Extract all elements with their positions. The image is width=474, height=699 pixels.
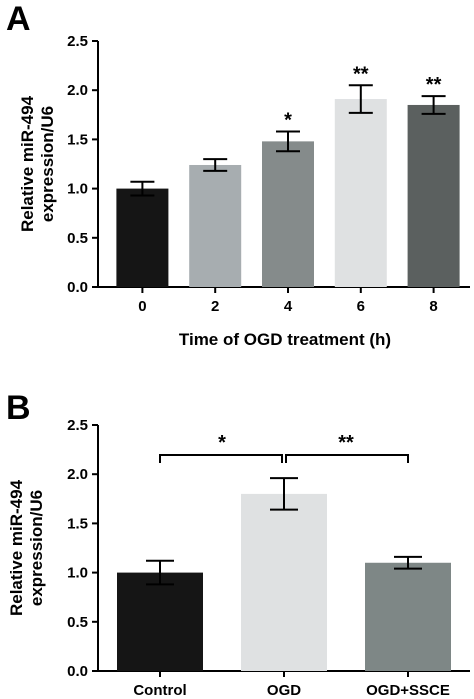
y-tick-label: 2.5 [67, 417, 88, 434]
bar [241, 493, 327, 671]
y-axis-title: Relative miR-494expression/U6 [7, 479, 46, 616]
bar [365, 562, 451, 671]
panel-a-chart: 0.0 0.5 1.0 1.5 2.0 2.5 Relative miR-494expres… [18, 33, 470, 349]
panel-letter-a: A [6, 0, 31, 38]
x-tick-label: 4 [284, 298, 293, 315]
comparison-bracket [285, 454, 409, 463]
panel-b-chart: 0.0 0.5 1.0 1.5 2.0 2.5 Relative miR-494expres… [7, 417, 470, 699]
y-tick-label: 0.5 [67, 230, 88, 247]
y-tick-label: 1.5 [67, 515, 88, 532]
bar [262, 141, 314, 287]
y-tick-label: 1.0 [67, 181, 88, 198]
bar [116, 188, 169, 287]
significance-label: * [284, 110, 292, 132]
y-tick-label: 2.0 [67, 466, 88, 483]
x-tick-label: OGD [267, 682, 301, 699]
bar [117, 572, 203, 671]
comparison-label: ** [338, 432, 354, 454]
x-tick-label: 0 [138, 298, 146, 315]
x-tick-label: 6 [357, 298, 365, 315]
y-tick-label: 2.0 [67, 82, 88, 99]
y-axis-title-line: Relative miR-494 [18, 95, 37, 232]
y-axis-title: Relative miR-494expression/U6 [18, 95, 57, 232]
y-axis-title-line: expression/U6 [38, 106, 57, 222]
bar [407, 104, 460, 288]
y-tick-label: 0.0 [67, 663, 88, 680]
x-tick-label: Control [133, 682, 186, 699]
x-tick-label: 8 [429, 298, 437, 315]
y-tick-label: 2.5 [67, 33, 88, 50]
bar [189, 164, 242, 287]
y-tick-label: 0.5 [67, 614, 88, 631]
panel-letter-b: B [6, 389, 31, 427]
y-axis-title-line: expression/U6 [27, 490, 46, 606]
bar [334, 99, 387, 287]
y-tick-label: 1.5 [67, 131, 88, 148]
significance-label: ** [426, 74, 442, 96]
y-tick-label: 0.0 [67, 279, 88, 296]
x-tick-label: 2 [211, 298, 219, 315]
y-axis-title-line: Relative miR-494 [7, 479, 26, 616]
significance-label: ** [353, 63, 369, 85]
comparison-label: * [218, 432, 226, 454]
y-tick-label: 1.0 [67, 565, 88, 582]
x-axis-title: Time of OGD treatment (h) [179, 330, 391, 349]
x-tick-label: OGD+SSCE [366, 682, 450, 699]
comparison-bracket [159, 454, 283, 463]
